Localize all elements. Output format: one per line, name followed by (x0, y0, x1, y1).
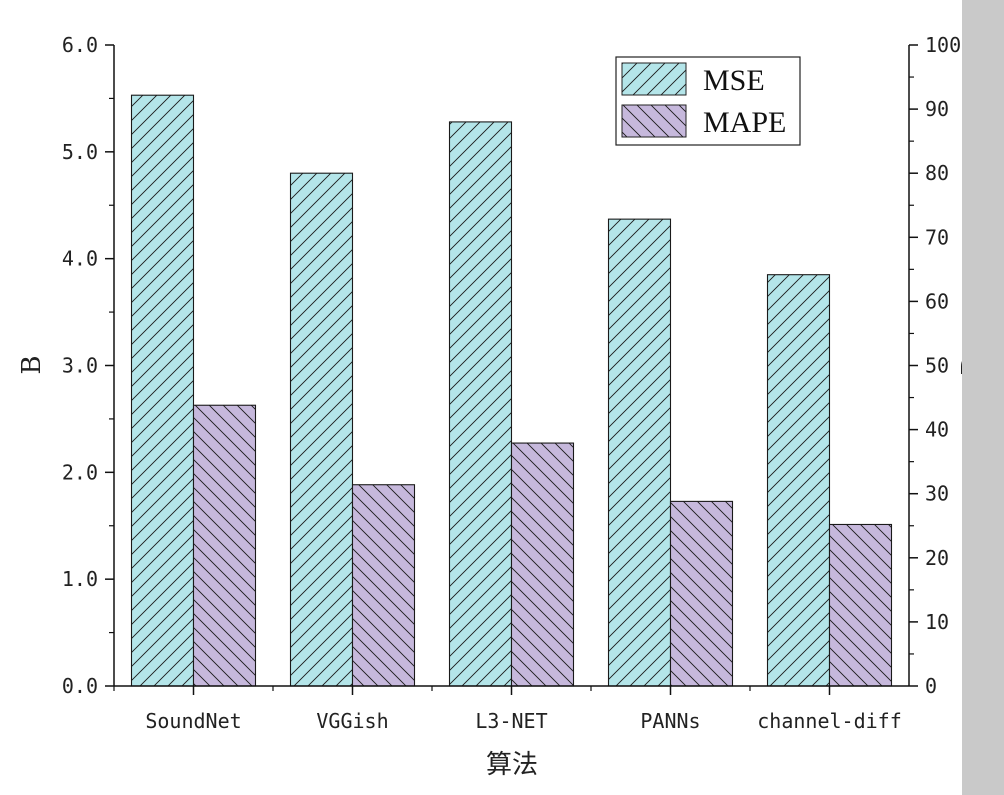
x-tick-label: L3-NET (475, 709, 547, 733)
bar-mse-soundnet (130, 94, 195, 687)
bar-mse-l3-net (448, 121, 513, 687)
y2-tick-label: 70 (925, 225, 949, 249)
y2-tick-label: 100 (925, 33, 961, 57)
legend-swatch-mse (621, 62, 687, 96)
y2-tick-label: 80 (925, 161, 949, 185)
y-tick-label: 3.0 (62, 354, 98, 378)
bar-mape-panns (669, 500, 734, 687)
y-tick-label: 4.0 (62, 247, 98, 271)
y2-tick-label: 60 (925, 289, 949, 313)
x-tick-label: VGGish (316, 709, 388, 733)
bar-mape-channel-diff (828, 523, 893, 687)
bar-mape-vggish (351, 484, 416, 687)
y2-tick-label: 20 (925, 546, 949, 570)
y2-tick-label: 0 (925, 674, 937, 698)
axes-group: 0.0 1.0 2.0 3.0 4.0 5.0 6.0 0 10 20 30 40 50 60 70 80 90… (62, 33, 961, 733)
legend-swatch-mape (621, 104, 687, 138)
y-tick-label: 0.0 (62, 674, 98, 698)
y2-tick-label: 10 (925, 610, 949, 634)
x-tick-label: channel-diff (757, 709, 902, 733)
y-tick-label: 5.0 (62, 140, 98, 164)
y-tick-label: 2.0 (62, 460, 98, 484)
x-tick-label: SoundNet (145, 709, 241, 733)
y-axis-title: B (17, 355, 47, 374)
legend-label-mse: MSE (703, 64, 765, 97)
y2-tick-label: 90 (925, 97, 949, 121)
bar-mse-panns (607, 218, 672, 687)
bar-mape-soundnet (192, 404, 257, 687)
y-tick-label: 6.0 (62, 33, 98, 57)
bar-mse-vggish (289, 172, 354, 687)
right-side-strip (962, 0, 1004, 795)
y-tick-label: 1.0 (62, 567, 98, 591)
y2-tick-label: 30 (925, 482, 949, 506)
legend: MSE MAPE (615, 56, 801, 146)
y2-tick-label: 40 (925, 418, 949, 442)
x-tick-label: PANNs (640, 709, 700, 733)
y2-tick-label: 50 (925, 354, 949, 378)
x-axis-title: 算法 (486, 750, 538, 780)
bars-group (130, 94, 893, 687)
legend-label-mape: MAPE (703, 106, 786, 139)
bar-mse-channel-diff (766, 274, 831, 687)
bar-mape-l3-net (510, 442, 575, 687)
